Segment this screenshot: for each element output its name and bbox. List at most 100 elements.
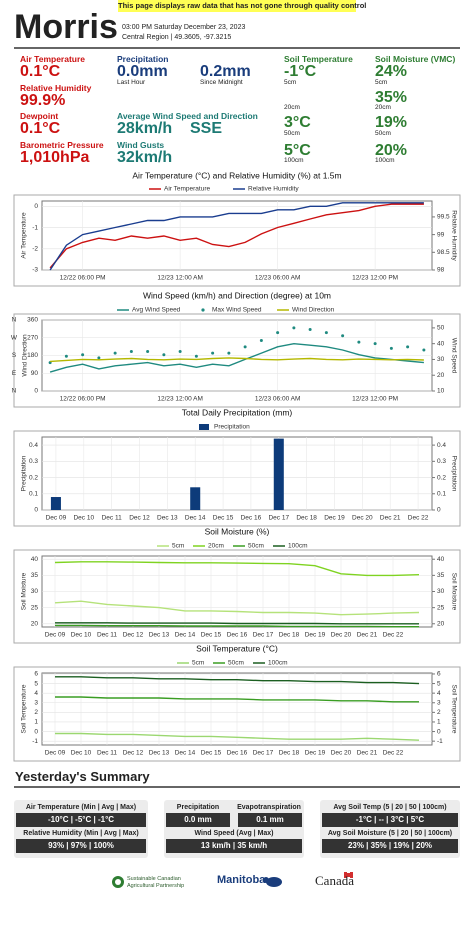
marker [64, 354, 68, 358]
y-tick-label: 2 [34, 709, 38, 716]
marker [373, 342, 377, 346]
marker [341, 334, 345, 338]
x-tick-label: Dec 15 [201, 750, 222, 757]
value: 5°C [284, 142, 311, 159]
location: Central Region | 49.3605, -97.3215 [122, 34, 232, 41]
marker [406, 345, 410, 349]
marker [308, 327, 312, 331]
x-tick-label: 12/22 06:00 PM [60, 275, 106, 282]
label: Relative Humidity [20, 83, 92, 93]
y2-tick-label: 10 [437, 388, 445, 395]
y-axis-title: Precipitation [21, 455, 28, 491]
y-tick-label: 0.2 [29, 474, 38, 481]
legend-label: Air Temperature [164, 186, 211, 193]
x-tick-label: Dec 15 [213, 515, 234, 522]
x-tick-label: Dec 12 [123, 750, 144, 757]
depth: 100cm [284, 157, 304, 164]
manitoba-bison [263, 877, 282, 887]
y-axis-title: Soil Temperature [21, 684, 28, 733]
x-tick-label: Dec 13 [157, 515, 178, 522]
y2-tick-label: 20 [437, 372, 445, 379]
y2-tick-label: 4 [437, 690, 441, 697]
y-tick-label: 0 [34, 203, 38, 210]
y-tick-label: -1 [32, 224, 38, 231]
x-tick-label: Dec 20 [352, 515, 373, 522]
x-tick-label: Dec 12 [129, 515, 150, 522]
x-tick-label: 12/22 06:00 PM [60, 396, 106, 403]
value: 3°C [284, 114, 311, 131]
value: SSE [190, 120, 223, 137]
x-tick-label: 12/23 12:00 AM [157, 396, 203, 403]
value: 0.0mm [117, 63, 168, 80]
chart-title: Total Daily Precipitation (mm) [182, 407, 293, 417]
x-tick-label: Dec 09 [46, 515, 67, 522]
summary-label: Avg Soil Temp (5 | 20 | 50 | 100cm) [333, 804, 447, 811]
datetime: 03:00 PM Saturday December 23, 2023 [122, 24, 246, 31]
x-tick-label: Dec 16 [227, 632, 248, 639]
legend-label: Max Wind Speed [212, 307, 262, 314]
line [55, 622, 419, 625]
x-tick-label: Dec 16 [241, 515, 262, 522]
y2-tick-label: 0.3 [437, 458, 446, 465]
marker [243, 345, 247, 349]
depth: 50cm [375, 130, 391, 137]
y-tick-label: -2 [32, 245, 38, 252]
legend-label: 5cm [172, 543, 184, 550]
y-tick-label: 25 [31, 604, 39, 611]
x-tick-label: Dec 17 [253, 632, 274, 639]
legend-label: 50cm [248, 543, 264, 550]
x-tick-label: Dec 14 [175, 632, 196, 639]
marker [129, 350, 133, 354]
marker [81, 353, 85, 357]
y2-tick-label: 0.4 [437, 442, 446, 449]
label: Soil Temperature [284, 54, 353, 64]
chart-title: Soil Moisture (%) [205, 526, 270, 536]
x-tick-label: Dec 22 [408, 515, 429, 522]
y-tick-label: 0 [34, 388, 38, 395]
x-tick-label: Dec 19 [324, 515, 345, 522]
plot-area [41, 436, 433, 511]
compass-label: N [12, 388, 17, 395]
value: 32km/h [117, 149, 173, 166]
x-tick-label: 12/23 06:00 AM [255, 275, 301, 282]
x-tick-label: Dec 09 [45, 750, 66, 757]
x-tick-label: Dec 10 [71, 632, 92, 639]
label: Average Wind Speed and Direction [117, 111, 258, 121]
x-tick-label: Dec 12 [123, 632, 144, 639]
marker [113, 351, 117, 355]
y-tick-label: 90 [31, 370, 39, 377]
y-axis-title: Air Temperature [21, 212, 28, 259]
summary-label: Precipitation [176, 804, 220, 811]
x-tick-label: Dec 11 [97, 632, 117, 639]
x-tick-label: Dec 19 [305, 632, 326, 639]
y2-tick-label: 2 [437, 709, 441, 716]
chart-title: Wind Speed (km/h) and Direction (degree)… [143, 290, 331, 300]
x-tick-label: Dec 21 [380, 515, 401, 522]
y2-tick-label: 0 [437, 728, 441, 735]
x-tick-label: Dec 13 [149, 750, 170, 757]
y2-tick-label: 3 [437, 699, 441, 706]
x-tick-label: Dec 18 [279, 632, 300, 639]
y2-tick-label: 25 [437, 604, 445, 611]
station-name: Morris [14, 8, 118, 46]
line [49, 342, 424, 373]
line [55, 696, 419, 703]
legend-label: 100cm [268, 660, 288, 667]
label: Dewpoint [20, 111, 59, 121]
line [49, 203, 424, 269]
summary-label: Air Temperature (Min | Avg | Max) [25, 804, 137, 811]
x-tick-label: Dec 21 [357, 750, 378, 757]
x-tick-label: Dec 17 [268, 515, 289, 522]
value: 19% [375, 114, 408, 131]
y2-axis-title: Soil Moisture [450, 573, 457, 611]
x-tick-label: Dec 11 [102, 515, 122, 522]
y-tick-label: 4 [34, 690, 38, 697]
line [54, 600, 420, 616]
label: Air Temperature [20, 54, 86, 64]
y2-tick-label: 1 [437, 719, 441, 726]
summary-value: 0.1 mm [238, 813, 302, 827]
value: 35% [375, 89, 408, 106]
qc-notice: This page displays raw data that has not… [118, 0, 367, 12]
legend-swatch [199, 424, 209, 430]
